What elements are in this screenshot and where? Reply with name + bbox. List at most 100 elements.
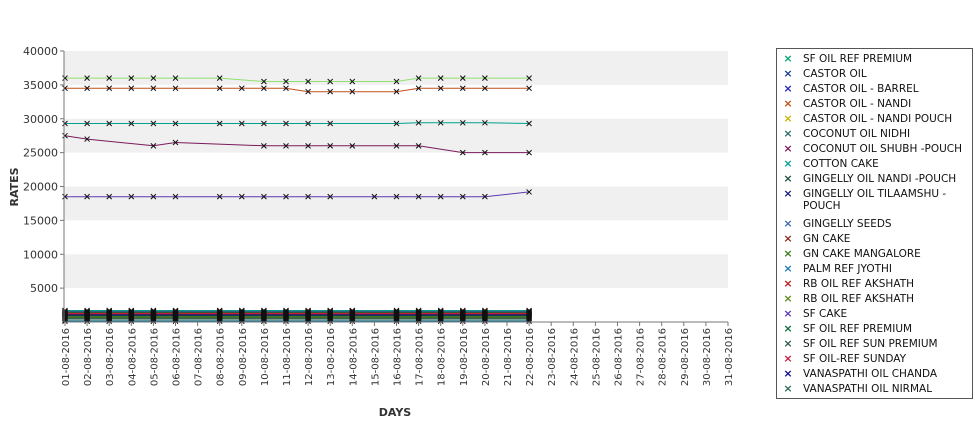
y-axis-title: RATES: [8, 167, 21, 206]
legend-marker-icon: ×: [783, 337, 793, 350]
data-point-marker: [371, 193, 378, 200]
x-tick-label: 17-08-2016: [415, 328, 426, 386]
legend-item: × GN CAKE: [781, 232, 971, 246]
data-point-marker: [106, 310, 113, 317]
legend-marker-icon: ×: [783, 112, 793, 125]
legend-marker-icon: ×: [783, 382, 793, 395]
data-markers: [62, 75, 532, 325]
legend-label: COCONUT OIL NIDHI: [803, 128, 911, 140]
data-point-marker: [482, 312, 488, 318]
data-point-marker: [459, 119, 466, 126]
data-point-marker: [305, 312, 311, 318]
data-point-marker: [349, 312, 356, 318]
data-point-marker: [283, 312, 289, 318]
data-point-marker: [261, 310, 267, 317]
data-point-marker: [393, 78, 400, 85]
legend-label: SF CAKE: [803, 308, 848, 320]
data-point-marker: [84, 120, 90, 127]
legend-label: CASTOR OIL - BARREL: [803, 83, 919, 95]
legend-label: GINGELLY SEEDS: [803, 218, 892, 230]
data-point-marker: [216, 75, 223, 81]
data-point-marker: [327, 78, 334, 85]
data-point-marker: [283, 193, 289, 200]
legend-item: × RB OIL REF AKSHATH: [781, 293, 971, 306]
x-tick-label: 09-08-2016: [238, 328, 249, 386]
data-point-marker: [437, 75, 444, 81]
legend-label: CASTOR OIL - NANDI POUCH: [803, 113, 953, 125]
legend-item: × CASTOR OIL - NANDI POUCH: [781, 112, 971, 126]
grid-band: [64, 186, 728, 221]
data-point-marker: [305, 120, 311, 127]
data-point-marker: [526, 189, 532, 195]
legend-marker-icon: ×: [783, 352, 793, 365]
legend-item: × SF OIL-REF SUNDAY: [781, 352, 971, 366]
x-tick-label: 12-08-2016: [304, 328, 315, 386]
data-point-marker: [62, 85, 68, 92]
data-point-marker: [415, 193, 422, 200]
legend-marker-icon: ×: [783, 262, 793, 275]
x-tick-label: 13-08-2016: [326, 328, 337, 386]
y-tick-label: 15000: [23, 214, 58, 227]
legend-item: × CASTOR OIL: [781, 67, 971, 81]
x-tick-label: 21-08-2016: [503, 328, 514, 386]
legend-label: GN CAKE: [803, 233, 851, 245]
data-point-marker: [216, 120, 223, 127]
legend-item: × GINGELLY OIL TILAAMSHU -POUCH: [781, 187, 971, 213]
data-point-marker: [106, 85, 113, 92]
data-point-marker: [415, 312, 422, 318]
data-point-marker: [150, 193, 157, 200]
legend-item: × CASTOR OIL - BARREL: [781, 83, 971, 96]
data-point-marker: [261, 120, 267, 127]
x-tick-label: 06-08-2016: [172, 328, 183, 386]
data-point-marker: [393, 310, 400, 317]
legend-marker-icon: ×: [783, 187, 793, 200]
legend-item: × RB OIL REF AKSHATH: [781, 278, 971, 291]
legend-item: × COTTON CAKE: [781, 158, 971, 171]
data-point-marker: [172, 312, 179, 318]
x-tick-label: 10-08-2016: [260, 328, 271, 386]
legend-label: COCONUT OIL SHUBH -POUCH: [803, 143, 963, 155]
data-point-marker: [150, 312, 157, 318]
x-tick-label: 14-08-2016: [348, 328, 359, 386]
legend-marker-icon: ×: [783, 67, 793, 80]
data-point-marker: [327, 88, 334, 95]
data-point-marker: [84, 136, 90, 142]
data-point-marker: [437, 193, 444, 200]
x-tick-label: 05-08-2016: [149, 328, 160, 386]
x-tick-label: 24-08-2016: [569, 328, 580, 386]
data-point-marker: [106, 120, 113, 127]
legend-label: SF OIL-REF SUNDAY: [803, 353, 907, 365]
legend-label: COTTON CAKE: [803, 158, 879, 170]
legend-label: VANASPATHI OIL NIRMAL: [803, 383, 933, 395]
data-point-marker: [349, 310, 356, 317]
data-point-marker: [415, 119, 422, 126]
x-tick-label: 31-08-2016: [724, 328, 735, 386]
x-tick-label: 28-08-2016: [658, 328, 669, 386]
x-tick-labels: 01-08-2016 02-08-2016 03-08-2016 04-08-2016…: [61, 322, 735, 386]
data-point-marker: [482, 193, 488, 200]
x-tick-label: 23-08-2016: [547, 328, 558, 386]
legend-label: SF OIL REF SUN PREMIUM: [803, 338, 938, 350]
data-point-marker: [84, 85, 90, 92]
data-point-marker: [283, 310, 289, 317]
data-point-marker: [459, 149, 466, 156]
x-tick-label: 11-08-2016: [282, 328, 293, 386]
data-point-marker: [150, 120, 157, 127]
data-point-marker: [216, 312, 223, 318]
x-axis-title: DAYS: [379, 406, 412, 419]
x-tick-label: 01-08-2016: [61, 328, 72, 386]
data-point-marker: [261, 78, 267, 85]
data-point-marker: [261, 85, 267, 92]
data-point-marker: [106, 75, 113, 81]
data-point-marker: [128, 193, 135, 200]
x-tick-label: 25-08-2016: [591, 328, 602, 386]
legend-label: GINGELLY OIL NANDI -POUCH: [803, 173, 957, 185]
legend-marker-icon: ×: [783, 367, 793, 380]
legend-label: SF OIL REF PREMIUM: [803, 323, 913, 335]
data-point-marker: [128, 75, 135, 81]
x-tick-label: 03-08-2016: [105, 328, 116, 386]
data-point-marker: [305, 78, 311, 85]
legend-marker-icon: ×: [783, 232, 793, 245]
data-point-marker: [128, 85, 135, 92]
data-point-marker: [62, 132, 68, 139]
